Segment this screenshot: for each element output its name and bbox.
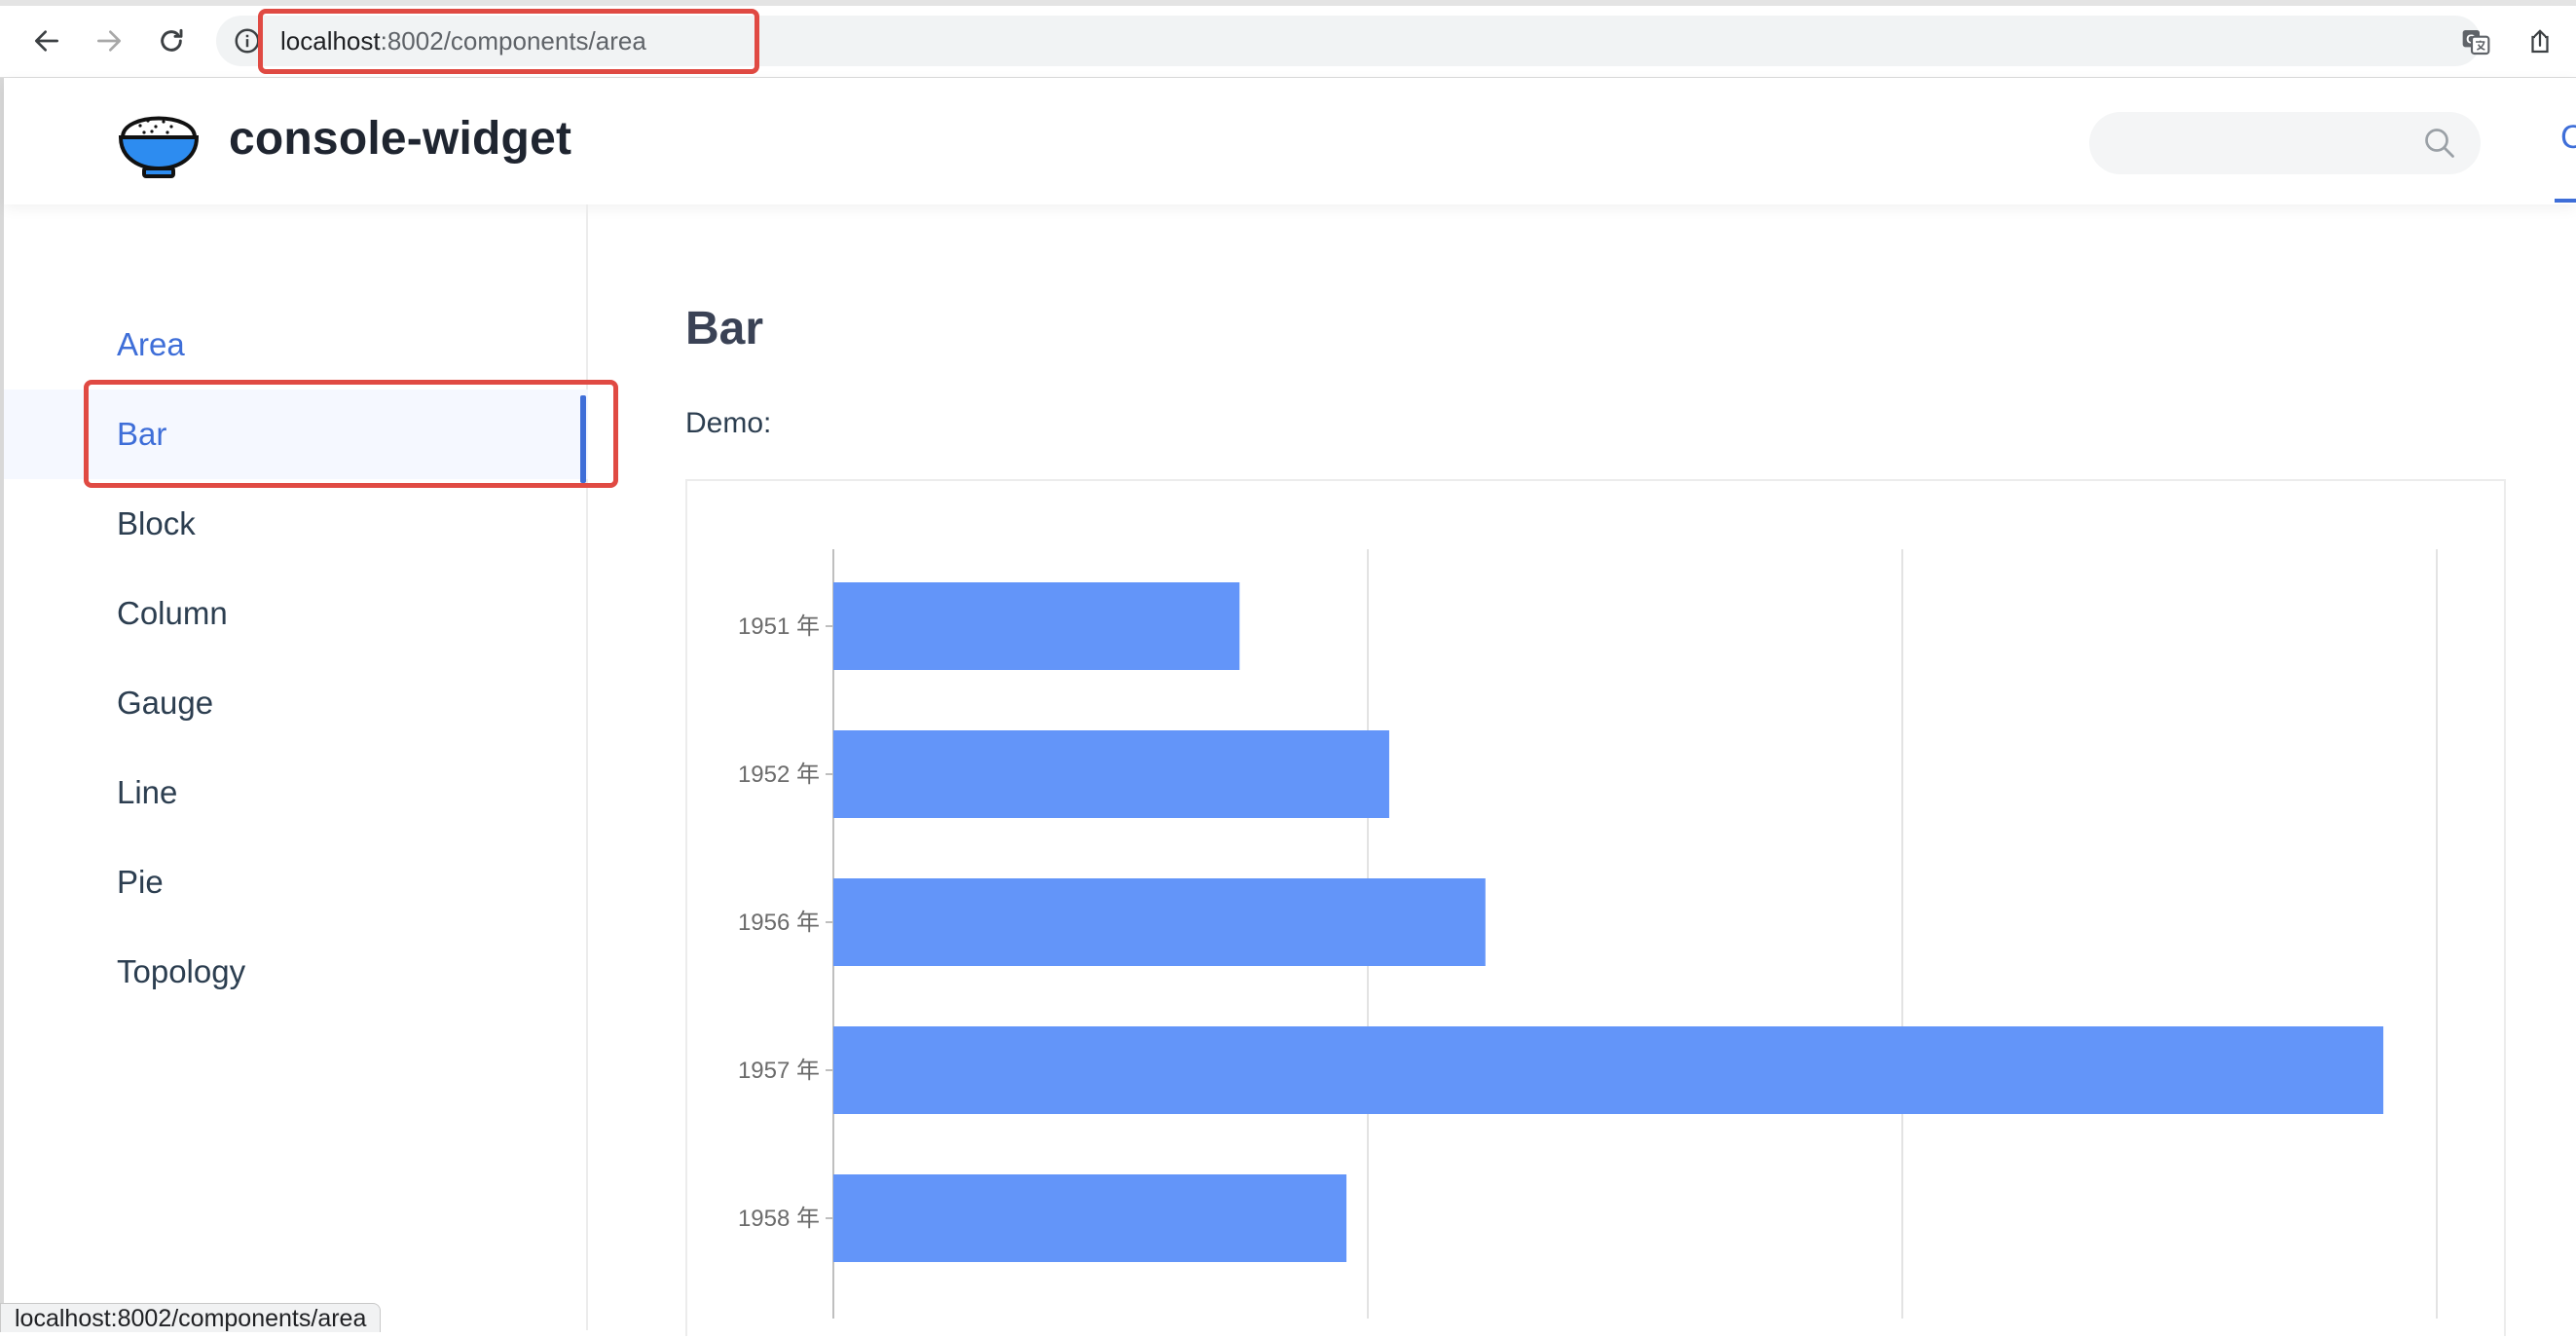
bar xyxy=(833,582,1240,670)
back-button[interactable] xyxy=(25,19,68,62)
header-nav-link[interactable]: C xyxy=(2560,119,2576,156)
sidebar-item-label: Column xyxy=(117,595,228,631)
status-bar-url: localhost:8002/components/area xyxy=(0,1303,382,1332)
browser-toolbar: localhost:8002/components/area G xyxy=(0,0,2576,78)
tab-strip-edge xyxy=(0,0,2576,6)
y-tick-label: 1951 年 xyxy=(738,613,820,640)
sidebar-item-label: Line xyxy=(117,774,178,810)
header-nav-active-underline xyxy=(2555,199,2576,203)
sidebar-highlight-box xyxy=(84,380,618,488)
rice-bowl-logo-icon[interactable] xyxy=(117,100,201,180)
y-tick-label: 1958 年 xyxy=(738,1206,820,1232)
sidebar-item-line[interactable]: Line xyxy=(4,748,588,837)
sidebar-item-topology[interactable]: Topology xyxy=(4,927,588,1017)
sidebar-item-area[interactable]: Area xyxy=(4,300,588,390)
bar xyxy=(833,1026,2384,1114)
sidebar-item-label: Bar xyxy=(117,416,167,452)
demo-label: Demo: xyxy=(685,407,772,439)
sidebar-item-pie[interactable]: Pie xyxy=(4,837,588,927)
sidebar-item-label: Gauge xyxy=(117,685,214,721)
search-icon xyxy=(2425,129,2454,158)
sidebar-item-label: Pie xyxy=(117,864,164,900)
sidebar-item-label: Area xyxy=(117,326,185,362)
address-bar[interactable]: localhost:8002/components/area xyxy=(216,16,2481,66)
y-tick-label: 1956 年 xyxy=(738,910,820,936)
sidebar-item-label: Topology xyxy=(117,953,246,989)
sidebar-item-block[interactable]: Block xyxy=(4,479,588,569)
share-icon[interactable] xyxy=(2521,23,2558,60)
translate-icon[interactable]: G xyxy=(2457,23,2494,60)
bar xyxy=(833,1174,1347,1262)
sidebar-item-label: Block xyxy=(117,505,196,541)
sidebar-active-indicator xyxy=(580,395,586,483)
page-title: Bar xyxy=(685,303,764,354)
url-highlight-box xyxy=(258,9,759,74)
y-tick-label: 1957 年 xyxy=(738,1058,820,1084)
bar xyxy=(833,730,1389,818)
window-left-edge xyxy=(0,78,4,1330)
reload-icon xyxy=(161,28,183,52)
arrow-right-icon xyxy=(97,30,121,52)
sidebar: Area Bar Block Column Gauge Line Pie Top… xyxy=(4,204,588,1330)
url-path: :8002/components/area xyxy=(380,26,646,56)
site-search-input[interactable] xyxy=(2089,112,2481,174)
reload-button[interactable] xyxy=(150,19,193,62)
url-host: localhost xyxy=(280,26,381,56)
site-title[interactable]: console-widget xyxy=(229,113,572,165)
arrow-left-icon xyxy=(35,30,58,52)
sidebar-item-gauge[interactable]: Gauge xyxy=(4,658,588,748)
bar xyxy=(833,878,1486,966)
url-text[interactable]: localhost:8002/components/area xyxy=(280,27,646,55)
sidebar-item-bar[interactable]: Bar xyxy=(4,390,588,483)
sidebar-item-column[interactable]: Column xyxy=(4,569,588,658)
forward-button[interactable] xyxy=(88,19,130,62)
y-tick-label: 1952 年 xyxy=(738,762,820,788)
site-header: console-widget C xyxy=(4,78,2576,204)
